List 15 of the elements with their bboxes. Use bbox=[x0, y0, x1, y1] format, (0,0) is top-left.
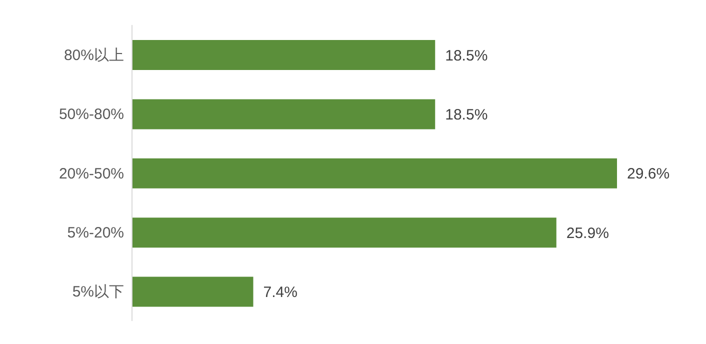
bar bbox=[132, 218, 556, 248]
bar bbox=[132, 158, 617, 188]
bar bbox=[132, 99, 436, 130]
y-tick-label: 20%-50% bbox=[58, 165, 124, 182]
data-label: 7.4% bbox=[263, 284, 298, 302]
data-label: 18.5% bbox=[445, 106, 488, 124]
y-tick-label: 50%-80% bbox=[58, 106, 124, 124]
data-label: 25.9% bbox=[566, 224, 609, 242]
y-tick-label: 5%以下 bbox=[72, 284, 124, 301]
data-label: 18.5% bbox=[445, 47, 488, 64]
bar bbox=[132, 276, 254, 307]
bar bbox=[132, 40, 436, 70]
data-label: 29.6% bbox=[627, 166, 670, 183]
y-tick-label: 5%-20% bbox=[67, 224, 124, 242]
y-tick-label: 80%以上 bbox=[64, 46, 124, 64]
